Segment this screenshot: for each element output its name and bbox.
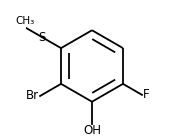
Text: Br: Br <box>26 89 39 102</box>
Text: S: S <box>38 31 46 44</box>
Text: OH: OH <box>83 124 101 137</box>
Text: F: F <box>143 88 149 101</box>
Text: CH₃: CH₃ <box>15 16 34 26</box>
